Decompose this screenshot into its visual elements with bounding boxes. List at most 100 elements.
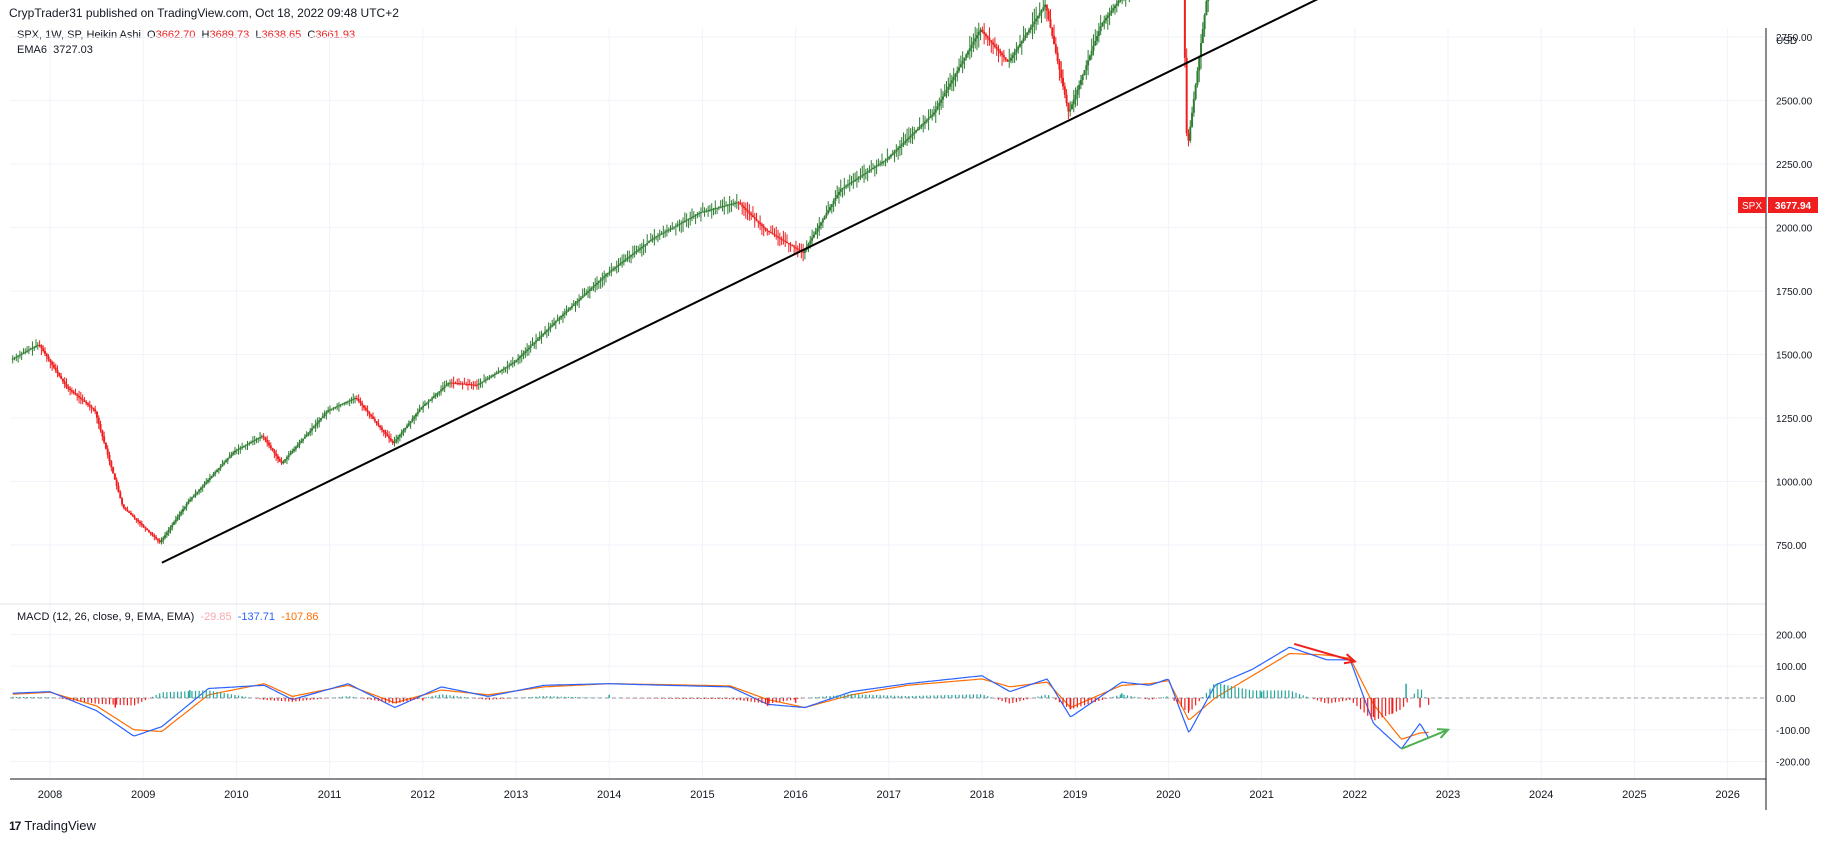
- candle-body: [855, 178, 858, 180]
- candle-body: [1105, 17, 1108, 21]
- candle-body: [1203, 15, 1206, 30]
- candle-body: [1053, 35, 1056, 45]
- candle-body: [633, 252, 636, 254]
- candle-body: [535, 340, 538, 343]
- candle-body: [115, 479, 118, 486]
- candle-body: [103, 436, 106, 443]
- candle-body: [208, 477, 211, 480]
- candle-body: [212, 474, 215, 477]
- candle-body: [149, 531, 152, 534]
- candle-body: [110, 461, 113, 468]
- time-tick-label: 2025: [1622, 789, 1646, 801]
- candle-body: [178, 514, 181, 517]
- candle-body: [11, 358, 14, 360]
- candle-body: [846, 184, 849, 186]
- candle-body: [1074, 94, 1077, 100]
- candle-body: [719, 206, 722, 208]
- candle-body: [753, 217, 756, 219]
- candle-body: [658, 234, 661, 236]
- candle-body: [746, 209, 749, 212]
- candle-body: [782, 239, 785, 241]
- candle-body: [902, 142, 905, 145]
- candle-body: [472, 384, 475, 386]
- candle-body: [257, 438, 260, 440]
- candle-body: [1103, 20, 1106, 23]
- candle-body: [124, 507, 127, 510]
- candle-body: [705, 210, 708, 212]
- candle-body: [79, 397, 82, 399]
- candle-body: [522, 352, 525, 355]
- footer-brand[interactable]: 17 TradingView: [9, 818, 96, 833]
- time-tick-label: 2015: [690, 789, 714, 801]
- candle-body: [943, 93, 946, 97]
- candle-body: [354, 398, 357, 400]
- candle-body: [683, 220, 686, 222]
- candle-body: [520, 354, 523, 357]
- candle-body: [880, 162, 883, 164]
- candle-body: [936, 106, 939, 110]
- candle-body: [515, 360, 518, 362]
- candle-body: [542, 333, 545, 336]
- candle-body: [15, 356, 18, 358]
- candle-body: [769, 232, 772, 234]
- ema-label: EMA6: [17, 44, 47, 56]
- candle-body: [673, 226, 676, 228]
- candle-body: [65, 384, 68, 387]
- candle-body: [981, 29, 984, 32]
- candle-body: [529, 345, 532, 348]
- candle-body: [384, 431, 387, 435]
- candle-body: [979, 29, 982, 32]
- candle-body: [343, 402, 346, 404]
- high-value: 3689.73: [209, 29, 250, 41]
- candle-body: [545, 330, 548, 332]
- candle-body: [232, 452, 235, 455]
- candle-body: [40, 345, 43, 349]
- time-tick-label: 2016: [783, 789, 807, 801]
- time-tick-label: 2018: [970, 789, 994, 801]
- candle-body: [635, 251, 638, 253]
- candle-body: [221, 464, 224, 467]
- candle-body: [20, 353, 23, 355]
- candle-body: [1185, 57, 1188, 134]
- candle-body: [904, 140, 907, 143]
- candle-body: [1045, 4, 1048, 11]
- candle-body: [941, 96, 944, 100]
- candle-body: [307, 432, 310, 435]
- candle-body: [1024, 35, 1027, 39]
- candle-body: [685, 219, 688, 221]
- macd-hist-value: -29.85: [200, 611, 232, 623]
- candle-body: [1065, 94, 1068, 104]
- macd-line: [12, 646, 1430, 750]
- candle-body: [970, 44, 973, 49]
- macd-legend[interactable]: MACD (12, 26, close, 9, EMA, EMA) -29.85…: [17, 611, 318, 623]
- candle-body: [723, 205, 726, 207]
- candle-body: [1072, 99, 1075, 105]
- candle-body: [682, 221, 685, 223]
- candle-body: [1088, 55, 1091, 61]
- candle-body: [513, 361, 516, 363]
- candle-body: [298, 442, 301, 445]
- candle-body: [974, 38, 977, 42]
- ema-legend[interactable]: EMA6 3727.03: [17, 44, 93, 56]
- symbol-label[interactable]: SPX, 1W, SP, Heikin Ashi: [17, 29, 141, 41]
- candle-body: [983, 31, 986, 35]
- candle-body: [863, 173, 866, 176]
- candle-body: [203, 483, 206, 486]
- candle-body: [429, 399, 432, 402]
- candle-body: [1196, 70, 1199, 85]
- candle-body: [875, 165, 878, 167]
- candle-body: [741, 204, 744, 207]
- candle-body: [1191, 112, 1194, 127]
- candle-body: [1070, 104, 1073, 110]
- candle-body: [67, 386, 70, 389]
- candle-body: [135, 518, 138, 520]
- candle-body: [956, 70, 959, 74]
- macd-tick-label: -200.00: [1776, 758, 1810, 769]
- candle-body: [814, 231, 817, 235]
- candle-body: [1115, 3, 1118, 6]
- candle-body: [1198, 56, 1201, 71]
- candle-body: [407, 423, 410, 426]
- candle-body: [854, 179, 857, 181]
- candle-body: [949, 83, 952, 87]
